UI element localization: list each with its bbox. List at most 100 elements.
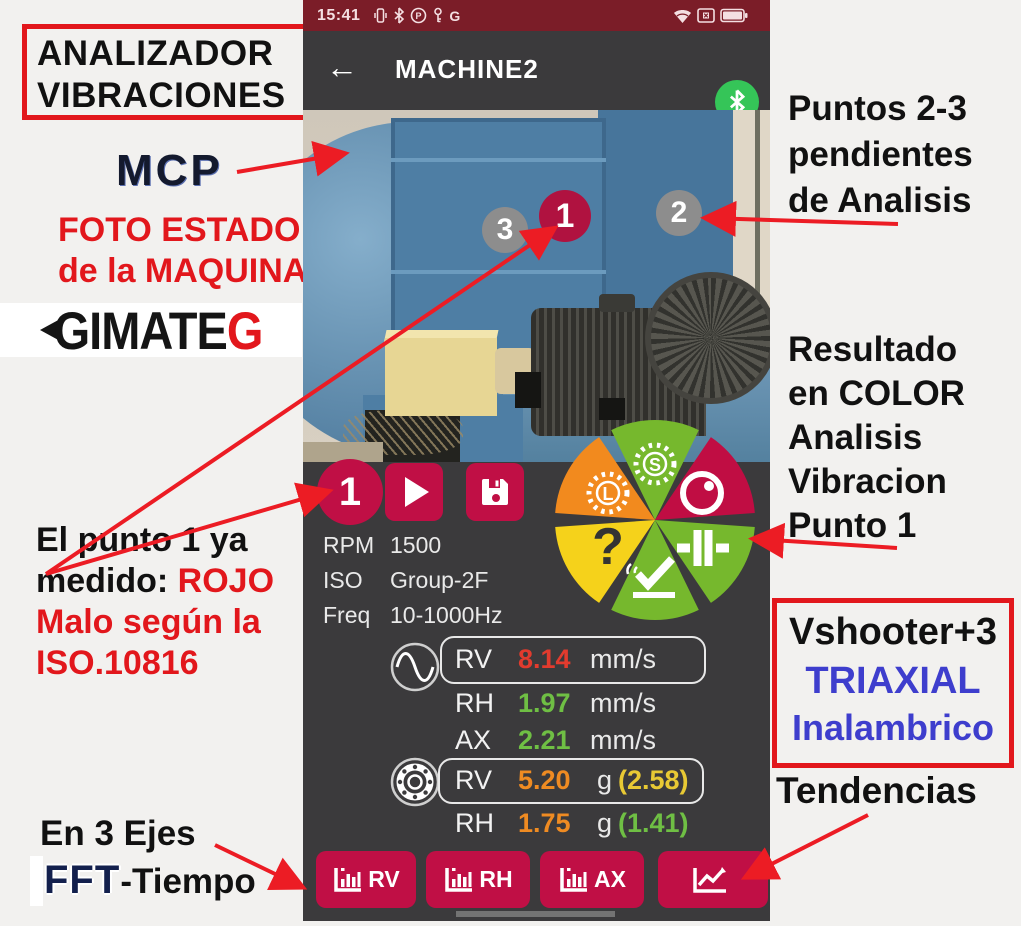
panel-line-shape [391,270,606,274]
fft-tiempo-label: FFT-Tiempo [44,858,256,903]
pole-shape [755,110,760,462]
resultado-line1: Resultado [788,330,958,369]
vibrate-icon [373,7,388,24]
panel-line-shape [391,158,606,162]
base-slot-shape [599,398,625,420]
bearing-icon [389,756,441,813]
row-value: 5.20 [518,765,571,795]
rpm-value: 1500 [390,532,442,558]
wheel-seg-bearing-s[interactable] [611,419,699,520]
row-label: RH [455,808,494,838]
pedestal-shape [385,338,497,416]
fft-rv-button[interactable]: RV [316,851,416,908]
sim-x-icon [697,8,715,23]
logo-text: GIMATE [53,300,228,360]
white-mark [30,856,43,906]
row-label: RV [455,644,493,674]
bearing-s-icon: S [633,442,677,486]
puntos23-line2: pendientes [788,135,973,174]
wheel-seg-unknown[interactable] [555,520,655,603]
point-1-button[interactable]: 1 [317,459,383,525]
iso-value: Group-2F [390,567,489,593]
network-type-letter: G [449,7,461,24]
point-2-marker[interactable]: 2 [656,190,702,236]
bar-chart-icon [560,867,588,892]
vshooter-line1: Vshooter+3 [788,611,998,653]
unbalance-icon [680,471,724,515]
freq-value: 10-1000Hz [390,602,503,628]
question-icon: ? [592,518,624,576]
foto-estado-label: FOTO ESTADO de la MAQUINA [58,210,307,292]
vshooter-line2: TRIAXIAL [805,660,981,702]
puntos-2-3-annotation: Puntos 2-3 pendientes de Analisis [788,86,973,224]
alignment-icon [677,530,729,566]
foto-line2: de la MAQUINA [58,252,308,290]
rv-velocity-box[interactable] [440,636,706,684]
punto-line4: ISO.10816 [36,644,199,682]
resultado-line3: Analisis [788,418,923,457]
trend-button[interactable] [658,851,768,908]
punto-line2: medido: ROJO [36,561,274,602]
button-label: AX [594,866,626,892]
play-icon [404,477,429,507]
punto1-annotation: El punto 1 ya medido: ROJO Malo según la… [36,520,274,684]
vshooter-line3: Inalambrico [791,707,995,748]
rv-accel-box[interactable] [438,758,704,804]
button-label: RV [368,866,400,892]
freq-label: Freq [323,602,371,628]
row-unit: mm/s [590,644,656,674]
row-extra: (1.41) [618,808,689,838]
svg-text:S: S [649,455,661,475]
point-1-marker[interactable]: 1 [539,190,591,242]
save-icon [482,479,508,505]
analizador-line1: ANALIZADOR [37,34,274,73]
row-unit: mm/s [590,688,656,718]
row-value: 2.21 [518,725,571,755]
severity-wheel: S ? L [555,419,755,621]
base-slot-shape [515,372,541,408]
velocity-sine-icon [389,641,441,698]
row-value: 8.14 [518,644,571,674]
row-label: RV [455,765,493,795]
fft-ax-button[interactable]: AX [540,851,644,908]
punto-line3: Malo según la [36,603,261,641]
status-bar: 15:41 P G [303,0,770,31]
motor-lug-shape [599,294,635,312]
vshooter-box: Vshooter+3 TRIAXIAL Inalambrico [772,598,1014,768]
fft-word: FFT [44,858,121,902]
fft-rh-button[interactable]: RH [426,851,530,908]
resultado-line5: Punto 1 [788,506,917,545]
rpm-label: RPM [323,532,375,558]
scroll-indicator[interactable] [456,911,615,917]
puntos23-line1: Puntos 2-3 [788,89,967,128]
bar-chart-icon [334,867,362,892]
analizador-title-box: ANALIZADOR VIBRACIONES [22,24,308,120]
measurement-params: RPM 1500 ISO Group-2F Freq 10-1000Hz [323,528,503,633]
clock: 15:41 [317,6,361,24]
wheel-seg-bearing-l[interactable] [555,437,655,520]
en-3-ejes-label: En 3 Ejes [40,814,196,853]
punto-line1: El punto 1 ya [36,521,248,559]
tendencias-label: Tendencias [776,770,977,811]
back-button[interactable]: ← [326,49,358,85]
gimate-logo: GIMATE G [0,300,302,360]
svg-text:P: P [416,11,422,21]
logo-g: G [226,300,264,360]
button-label: RH [479,866,513,892]
tiempo-word: -Tiempo [120,862,256,901]
battery-icon [720,8,748,23]
row-label: AX [455,725,492,755]
app-bar: ← MACHINE2 [303,31,770,124]
play-measure-button[interactable] [385,463,443,521]
wheel-seg-unbalance[interactable] [655,437,755,520]
machine-photo: 3 2 1 [303,110,770,462]
svg-text:L: L [603,484,614,504]
trend-icon [693,866,726,893]
row-unit: g [597,765,613,795]
row-extra: (2.58) [618,765,689,795]
save-button[interactable] [466,463,524,521]
punto-line2-red: ROJO [177,562,275,600]
point-3-marker[interactable]: 3 [482,207,528,253]
puntos23-line3: de Analisis [788,181,972,220]
wifi-icon [673,8,692,24]
